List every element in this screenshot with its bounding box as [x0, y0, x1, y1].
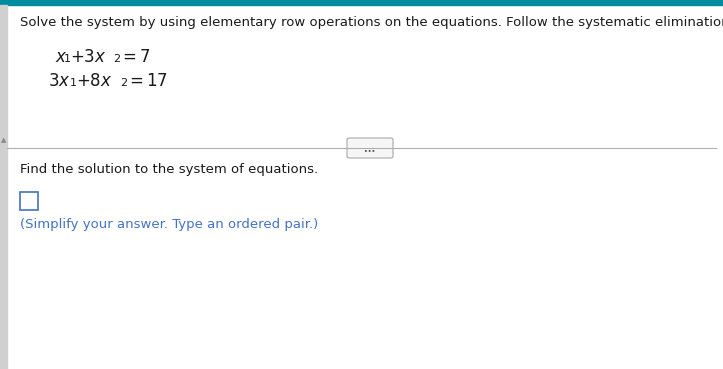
Text: ▲: ▲	[1, 137, 7, 143]
Text: $ + 8x$: $ + 8x$	[76, 72, 113, 90]
Text: $ = 17$: $ = 17$	[126, 72, 168, 90]
Text: $ + 3x$: $ + 3x$	[70, 48, 106, 66]
Text: $x$: $x$	[55, 48, 67, 66]
Bar	[20, 192, 38, 210]
FancyBboxPatch shape	[347, 138, 393, 158]
Bar	[0, 5, 7, 369]
Text: $3x$: $3x$	[48, 72, 71, 90]
Text: Find the solution to the system of equations.: Find the solution to the system of equat…	[20, 163, 318, 176]
Text: Solve the system by using elementary row operations on the equations. Follow the: Solve the system by using elementary row…	[20, 16, 723, 29]
Text: 1: 1	[64, 54, 71, 64]
Text: (Simplify your answer. Type an ordered pair.): (Simplify your answer. Type an ordered p…	[20, 218, 318, 231]
Text: 2: 2	[120, 78, 127, 88]
Text: 2: 2	[113, 54, 120, 64]
Text: $ = 7$: $ = 7$	[119, 48, 150, 66]
Bar	[0, 0, 723, 5]
Text: 1: 1	[70, 78, 77, 88]
Text: ...: ...	[364, 144, 376, 154]
